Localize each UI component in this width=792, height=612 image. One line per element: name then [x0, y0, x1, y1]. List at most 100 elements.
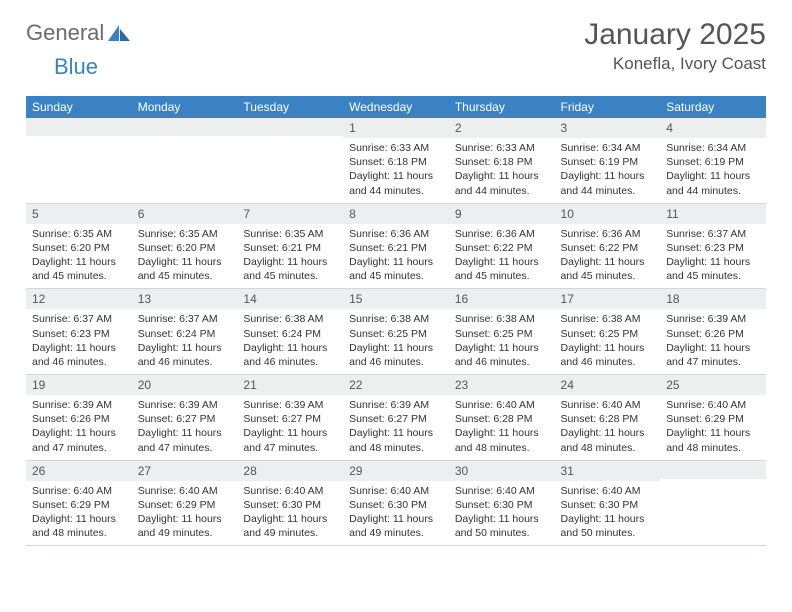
day-number: 15 — [343, 289, 449, 309]
day-number: 7 — [237, 204, 343, 224]
weekday-header: Tuesday — [237, 96, 343, 118]
day-number: 3 — [555, 118, 661, 138]
day-number: 18 — [660, 289, 766, 309]
weekday-header: Friday — [555, 96, 661, 118]
day-number: 1 — [343, 118, 449, 138]
calendar-body: 1Sunrise: 6:33 AMSunset: 6:18 PMDaylight… — [26, 118, 766, 546]
day-number: 12 — [26, 289, 132, 309]
day-details: Sunrise: 6:39 AMSunset: 6:27 PMDaylight:… — [132, 395, 238, 460]
day-details: Sunrise: 6:37 AMSunset: 6:23 PMDaylight:… — [660, 224, 766, 289]
calendar-day-cell: 8Sunrise: 6:36 AMSunset: 6:21 PMDaylight… — [343, 203, 449, 289]
calendar-day-cell: 30Sunrise: 6:40 AMSunset: 6:30 PMDayligh… — [449, 460, 555, 546]
calendar-week-row: 12Sunrise: 6:37 AMSunset: 6:23 PMDayligh… — [26, 289, 766, 375]
day-number: 30 — [449, 461, 555, 481]
weekday-header: Wednesday — [343, 96, 449, 118]
calendar-day-cell: 29Sunrise: 6:40 AMSunset: 6:30 PMDayligh… — [343, 460, 449, 546]
location: Konefla, Ivory Coast — [584, 54, 766, 74]
day-details: Sunrise: 6:35 AMSunset: 6:21 PMDaylight:… — [237, 224, 343, 289]
day-number: 24 — [555, 375, 661, 395]
calendar-day-cell: 5Sunrise: 6:35 AMSunset: 6:20 PMDaylight… — [26, 203, 132, 289]
day-details: Sunrise: 6:39 AMSunset: 6:26 PMDaylight:… — [660, 309, 766, 374]
calendar-day-cell: 10Sunrise: 6:36 AMSunset: 6:22 PMDayligh… — [555, 203, 661, 289]
day-details: Sunrise: 6:36 AMSunset: 6:21 PMDaylight:… — [343, 224, 449, 289]
calendar-day-cell: 13Sunrise: 6:37 AMSunset: 6:24 PMDayligh… — [132, 289, 238, 375]
day-details: Sunrise: 6:38 AMSunset: 6:24 PMDaylight:… — [237, 309, 343, 374]
day-number: 31 — [555, 461, 661, 481]
calendar-day-cell: 20Sunrise: 6:39 AMSunset: 6:27 PMDayligh… — [132, 375, 238, 461]
calendar-day-cell: 23Sunrise: 6:40 AMSunset: 6:28 PMDayligh… — [449, 375, 555, 461]
day-details: Sunrise: 6:34 AMSunset: 6:19 PMDaylight:… — [555, 138, 661, 203]
calendar-day-cell: 3Sunrise: 6:34 AMSunset: 6:19 PMDaylight… — [555, 118, 661, 203]
day-number: 6 — [132, 204, 238, 224]
day-details: Sunrise: 6:36 AMSunset: 6:22 PMDaylight:… — [449, 224, 555, 289]
day-number — [237, 118, 343, 136]
month-title: January 2025 — [584, 18, 766, 52]
calendar-day-cell: 4Sunrise: 6:34 AMSunset: 6:19 PMDaylight… — [660, 118, 766, 203]
calendar-week-row: 5Sunrise: 6:35 AMSunset: 6:20 PMDaylight… — [26, 203, 766, 289]
day-details — [660, 479, 766, 531]
weekday-header: Sunday — [26, 96, 132, 118]
day-details: Sunrise: 6:35 AMSunset: 6:20 PMDaylight:… — [132, 224, 238, 289]
calendar-day-cell: 15Sunrise: 6:38 AMSunset: 6:25 PMDayligh… — [343, 289, 449, 375]
calendar-week-row: 1Sunrise: 6:33 AMSunset: 6:18 PMDaylight… — [26, 118, 766, 203]
day-details: Sunrise: 6:37 AMSunset: 6:24 PMDaylight:… — [132, 309, 238, 374]
calendar-day-cell: 17Sunrise: 6:38 AMSunset: 6:25 PMDayligh… — [555, 289, 661, 375]
calendar-week-row: 19Sunrise: 6:39 AMSunset: 6:26 PMDayligh… — [26, 375, 766, 461]
day-details: Sunrise: 6:40 AMSunset: 6:29 PMDaylight:… — [26, 481, 132, 546]
day-number: 2 — [449, 118, 555, 138]
day-details: Sunrise: 6:40 AMSunset: 6:30 PMDaylight:… — [555, 481, 661, 546]
day-details: Sunrise: 6:38 AMSunset: 6:25 PMDaylight:… — [555, 309, 661, 374]
calendar-week-row: 26Sunrise: 6:40 AMSunset: 6:29 PMDayligh… — [26, 460, 766, 546]
day-number — [660, 461, 766, 479]
calendar-header-row: SundayMondayTuesdayWednesdayThursdayFrid… — [26, 96, 766, 118]
logo: General — [26, 18, 132, 46]
calendar-table: SundayMondayTuesdayWednesdayThursdayFrid… — [26, 96, 766, 546]
calendar-day-cell: 19Sunrise: 6:39 AMSunset: 6:26 PMDayligh… — [26, 375, 132, 461]
day-details: Sunrise: 6:33 AMSunset: 6:18 PMDaylight:… — [343, 138, 449, 203]
calendar-empty-cell — [132, 118, 238, 203]
day-number: 8 — [343, 204, 449, 224]
day-number: 25 — [660, 375, 766, 395]
day-number — [132, 118, 238, 136]
weekday-header: Saturday — [660, 96, 766, 118]
calendar-day-cell: 12Sunrise: 6:37 AMSunset: 6:23 PMDayligh… — [26, 289, 132, 375]
calendar-day-cell: 21Sunrise: 6:39 AMSunset: 6:27 PMDayligh… — [237, 375, 343, 461]
calendar-day-cell: 22Sunrise: 6:39 AMSunset: 6:27 PMDayligh… — [343, 375, 449, 461]
weekday-header: Monday — [132, 96, 238, 118]
day-details: Sunrise: 6:36 AMSunset: 6:22 PMDaylight:… — [555, 224, 661, 289]
logo-sail-icon — [108, 25, 130, 43]
day-details: Sunrise: 6:37 AMSunset: 6:23 PMDaylight:… — [26, 309, 132, 374]
day-details: Sunrise: 6:38 AMSunset: 6:25 PMDaylight:… — [449, 309, 555, 374]
day-details — [237, 136, 343, 188]
calendar-day-cell: 16Sunrise: 6:38 AMSunset: 6:25 PMDayligh… — [449, 289, 555, 375]
calendar-day-cell: 26Sunrise: 6:40 AMSunset: 6:29 PMDayligh… — [26, 460, 132, 546]
day-details: Sunrise: 6:40 AMSunset: 6:29 PMDaylight:… — [132, 481, 238, 546]
calendar-day-cell: 14Sunrise: 6:38 AMSunset: 6:24 PMDayligh… — [237, 289, 343, 375]
day-details: Sunrise: 6:40 AMSunset: 6:29 PMDaylight:… — [660, 395, 766, 460]
calendar-empty-cell — [660, 460, 766, 546]
calendar-day-cell: 28Sunrise: 6:40 AMSunset: 6:30 PMDayligh… — [237, 460, 343, 546]
day-number: 4 — [660, 118, 766, 138]
day-details: Sunrise: 6:40 AMSunset: 6:30 PMDaylight:… — [449, 481, 555, 546]
day-number: 21 — [237, 375, 343, 395]
day-number: 26 — [26, 461, 132, 481]
day-number: 13 — [132, 289, 238, 309]
day-details: Sunrise: 6:35 AMSunset: 6:20 PMDaylight:… — [26, 224, 132, 289]
calendar-day-cell: 24Sunrise: 6:40 AMSunset: 6:28 PMDayligh… — [555, 375, 661, 461]
logo-word-1: General — [26, 20, 104, 46]
day-details: Sunrise: 6:40 AMSunset: 6:30 PMDaylight:… — [343, 481, 449, 546]
weekday-header: Thursday — [449, 96, 555, 118]
day-number: 20 — [132, 375, 238, 395]
day-number: 16 — [449, 289, 555, 309]
calendar-day-cell: 11Sunrise: 6:37 AMSunset: 6:23 PMDayligh… — [660, 203, 766, 289]
day-details: Sunrise: 6:39 AMSunset: 6:27 PMDaylight:… — [237, 395, 343, 460]
calendar-day-cell: 27Sunrise: 6:40 AMSunset: 6:29 PMDayligh… — [132, 460, 238, 546]
day-number: 23 — [449, 375, 555, 395]
day-number: 29 — [343, 461, 449, 481]
calendar-day-cell: 2Sunrise: 6:33 AMSunset: 6:18 PMDaylight… — [449, 118, 555, 203]
day-details: Sunrise: 6:40 AMSunset: 6:28 PMDaylight:… — [555, 395, 661, 460]
day-number: 10 — [555, 204, 661, 224]
day-details: Sunrise: 6:34 AMSunset: 6:19 PMDaylight:… — [660, 138, 766, 203]
day-number: 22 — [343, 375, 449, 395]
logo-word-2: Blue — [54, 54, 98, 79]
